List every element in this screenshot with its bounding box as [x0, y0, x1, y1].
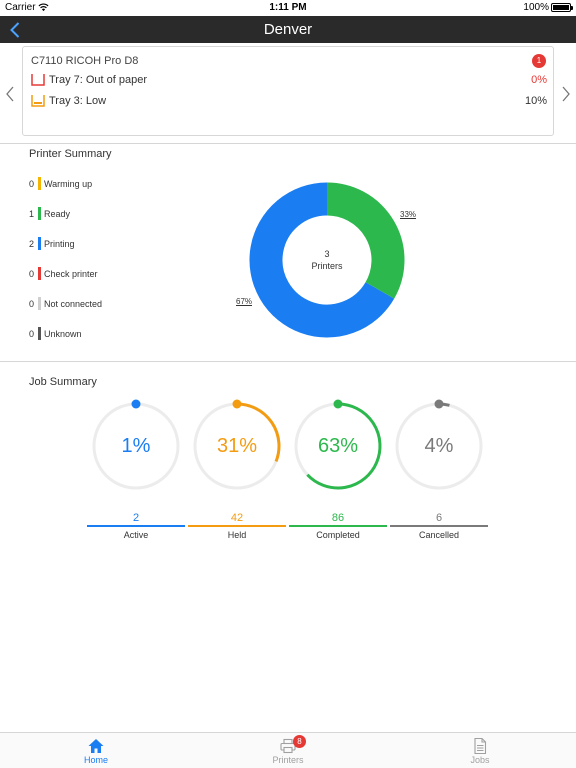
printer-name: C7110 RICOH Pro D8	[31, 55, 139, 67]
job-underline	[390, 525, 488, 527]
printer-summary-title: Printer Summary	[29, 148, 112, 160]
ready-percent-label: 33%	[400, 210, 417, 219]
job-progress-ring	[294, 399, 382, 490]
job-completed[interactable]: 63% 86 Completed	[289, 399, 387, 544]
job-count: 42	[230, 512, 244, 524]
ring-start-dot	[232, 399, 242, 409]
tab-label: Jobs	[470, 755, 490, 765]
tray-percent: 0%	[531, 74, 547, 86]
tray-label: Tray 7: Out of paper	[49, 74, 148, 86]
tab-jobs[interactable]: Jobs	[384, 733, 576, 768]
job-underline	[87, 525, 185, 527]
job-percent: 1%	[121, 435, 151, 457]
status-count: 0	[29, 299, 35, 309]
job-percent: 63%	[317, 435, 359, 457]
job-count: 2	[132, 512, 140, 524]
status-swatch	[38, 267, 41, 280]
empty-tray-icon	[31, 74, 45, 86]
status-label: Printing	[44, 239, 75, 249]
status-swatch	[38, 177, 41, 190]
printers-alert-badge: 8	[293, 735, 306, 748]
section-divider	[0, 143, 576, 144]
status-count: 2	[29, 239, 35, 249]
job-name: Active	[123, 530, 149, 540]
job-percent: 4%	[424, 435, 454, 457]
status-bar: Carrier 1:11 PM 100%	[0, 0, 576, 16]
nav-bar: Denver	[0, 16, 576, 43]
printing-percent-label: 67%	[236, 297, 253, 306]
tab-home[interactable]: Home	[0, 733, 192, 768]
donut-segment-printing	[249, 182, 395, 338]
ring-start-dot	[333, 399, 343, 409]
job-name: Held	[227, 530, 247, 540]
chevron-right-icon[interactable]	[560, 85, 572, 103]
status-label: Check printer	[44, 269, 98, 279]
ring-progress-arc	[236, 402, 281, 463]
job-active[interactable]: 1% 2 Active	[87, 399, 185, 544]
wifi-icon	[38, 3, 49, 12]
tray-alert-row: Tray 3: Low 10%	[31, 94, 547, 110]
job-progress-ring	[395, 399, 483, 490]
job-name: Completed	[316, 530, 360, 540]
tray-alert-row: Tray 7: Out of paper 0%	[31, 73, 547, 89]
clock: 1:11 PM	[269, 2, 307, 13]
job-name: Cancelled	[418, 530, 460, 540]
status-label: Warming up	[44, 179, 93, 189]
alert-carousel: C7110 RICOH Pro D8 1 Tray 7: Out of pape…	[0, 43, 576, 143]
tray-percent: 10%	[524, 95, 547, 107]
ring-start-dot	[131, 399, 141, 409]
tab-bar: Home 8 Printers Jobs	[0, 732, 576, 768]
status-label: Not connected	[44, 299, 103, 309]
ring-progress-arc	[306, 402, 382, 490]
donut-center-count: 3	[324, 249, 329, 259]
job-progress-ring	[92, 399, 180, 490]
tab-label: Printers	[272, 755, 304, 765]
status-count: 0	[29, 329, 35, 339]
status-swatch	[38, 237, 41, 250]
section-divider	[0, 361, 576, 362]
chevron-left-icon[interactable]	[4, 85, 16, 103]
printer-status-donut: 3 Printers	[249, 182, 405, 338]
carrier-name: Carrier	[5, 2, 36, 13]
tray-label: Tray 3: Low	[49, 95, 107, 107]
back-chevron-icon[interactable]	[6, 20, 26, 40]
tab-printers[interactable]: 8 Printers	[192, 733, 384, 768]
donut-segment-ready	[326, 182, 405, 299]
status-count: 0	[29, 179, 35, 189]
status-label: Unknown	[44, 329, 82, 339]
job-count: 6	[435, 512, 443, 524]
status-count: 1	[29, 209, 35, 219]
battery-percent: 100%	[523, 2, 549, 13]
status-swatch	[38, 297, 41, 310]
battery-icon	[551, 3, 573, 12]
low-tray-icon	[31, 95, 45, 107]
status-label: Ready	[44, 209, 71, 219]
printer-alert-card[interactable]: C7110 RICOH Pro D8 1 Tray 7: Out of pape…	[22, 46, 554, 136]
job-progress-ring	[193, 399, 281, 490]
job-summary-title: Job Summary	[29, 376, 97, 388]
job-underline	[289, 525, 387, 527]
status-count: 0	[29, 269, 35, 279]
status-swatch	[38, 207, 41, 220]
job-cancelled[interactable]: 4% 6 Cancelled	[390, 399, 488, 544]
ring-start-dot	[434, 399, 444, 409]
job-underline	[188, 525, 286, 527]
job-percent: 31%	[216, 435, 258, 457]
job-held[interactable]: 31% 42 Held	[188, 399, 286, 544]
job-count: 86	[331, 512, 345, 524]
alert-count-badge: 1	[532, 54, 546, 68]
donut-center-label: Printers	[311, 261, 343, 271]
home-icon	[88, 739, 104, 753]
status-swatch	[38, 327, 41, 340]
document-icon	[474, 737, 487, 755]
tab-label: Home	[83, 755, 108, 765]
page-title: Denver	[263, 21, 313, 38]
